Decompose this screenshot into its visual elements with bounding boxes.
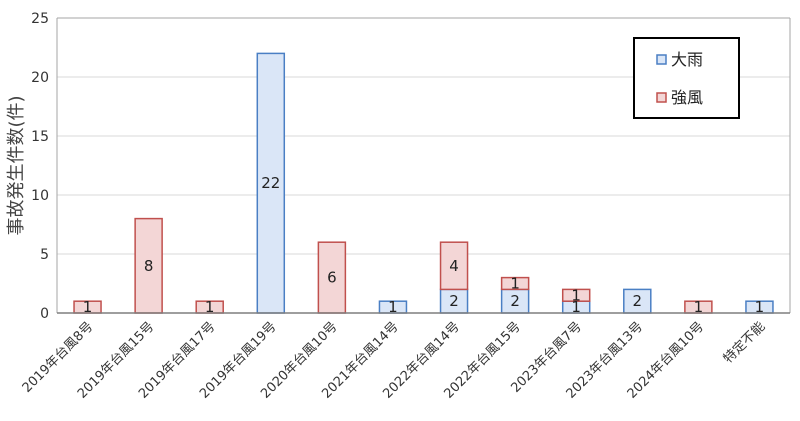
- bar-rain: [256, 52, 286, 314]
- legend-swatch: [656, 54, 667, 65]
- bar-wind: [500, 276, 530, 291]
- y-tick-label: 10: [31, 188, 49, 204]
- data-label: 4: [449, 257, 459, 275]
- data-label: 2: [449, 292, 459, 310]
- legend-label: 大雨: [671, 50, 703, 69]
- y-tick-label: 5: [40, 247, 49, 263]
- bars: [73, 52, 774, 314]
- bar-wind: [561, 288, 591, 302]
- y-tick-label: 20: [31, 70, 49, 86]
- data-label: 22: [261, 174, 280, 192]
- y-tick-label: 25: [31, 11, 49, 27]
- legend-swatch: [656, 92, 667, 103]
- x-axis-categories: 2019年台風8号2019年台風15号2019年台風17号2019年台風19号2…: [20, 319, 769, 401]
- y-axis-title: 事故発生件数(件): [6, 95, 27, 235]
- data-label: 8: [144, 257, 154, 275]
- data-label: 1: [571, 286, 581, 304]
- data-label: 1: [694, 298, 704, 316]
- data-label: 1: [83, 298, 93, 316]
- legend-label: 強風: [671, 88, 703, 107]
- data-label: 2: [633, 292, 643, 310]
- bar-wind: [439, 241, 469, 291]
- legend-box: [633, 37, 740, 119]
- data-label: 2: [510, 292, 520, 310]
- y-tick-label: 15: [31, 129, 49, 145]
- data-label: 1: [510, 275, 520, 293]
- data-label: 1: [205, 298, 215, 316]
- x-category-label: 特定不能: [721, 319, 768, 366]
- y-tick-label: 0: [40, 306, 49, 322]
- data-label: 6: [327, 269, 337, 287]
- y-axis-ticks: 0 5 10 15 20 25: [31, 11, 49, 322]
- data-label: 1: [388, 298, 398, 316]
- data-label: 1: [755, 298, 765, 316]
- data-label: 1: [571, 298, 581, 316]
